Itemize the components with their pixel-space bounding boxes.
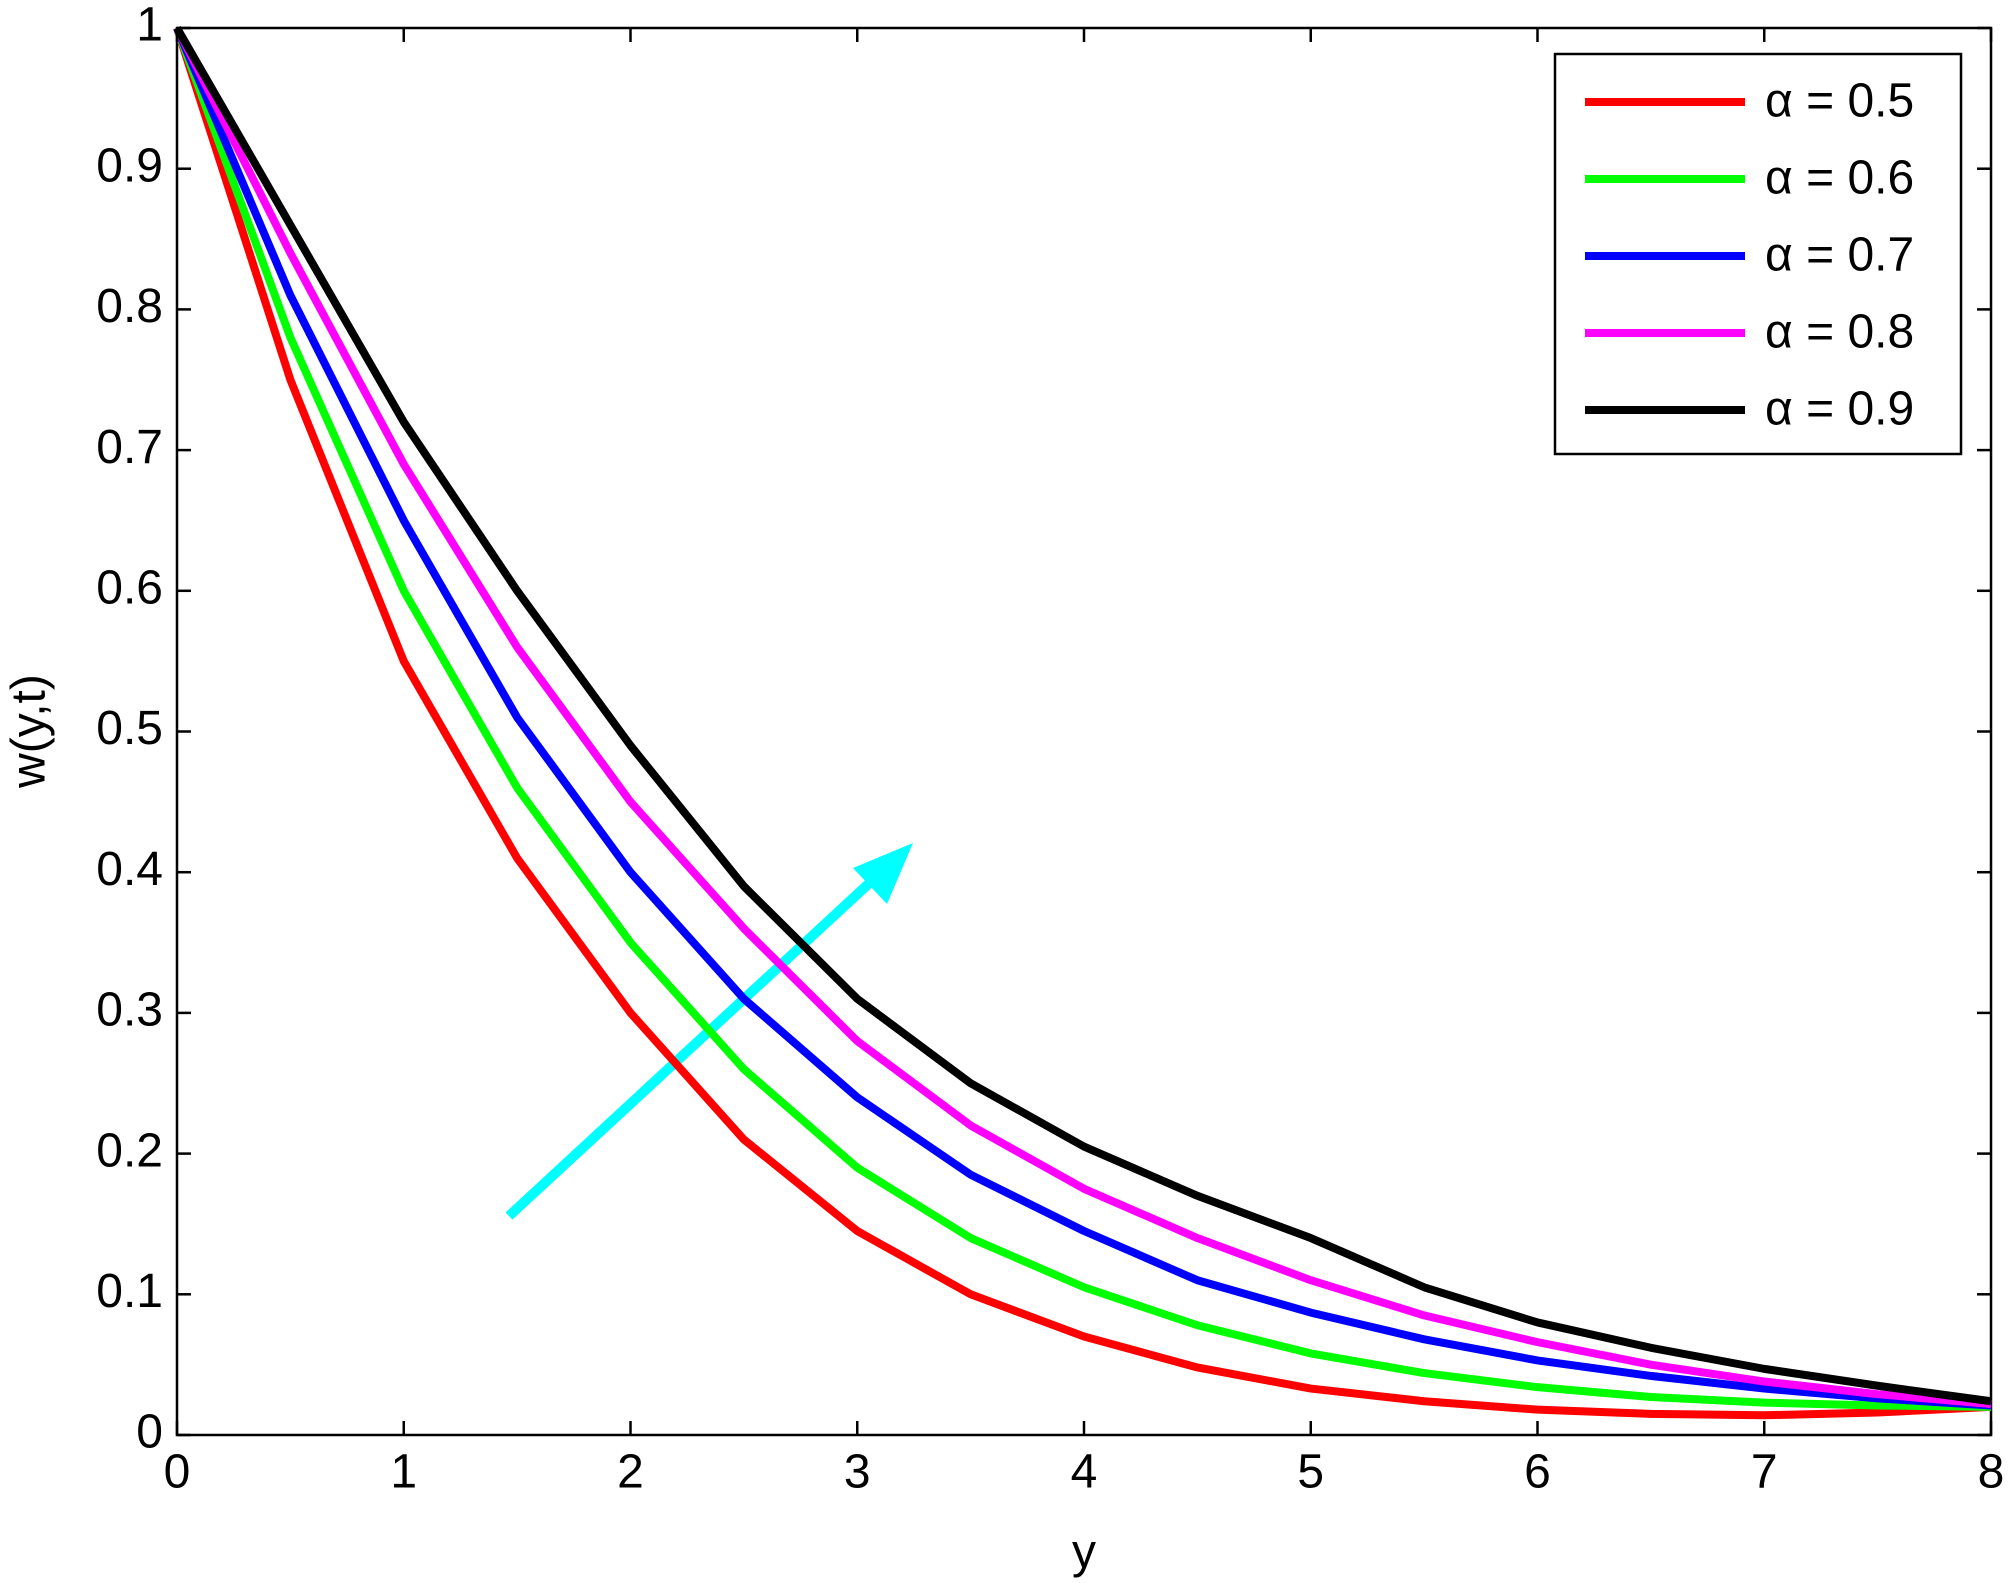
y-tick-label: 0.7: [96, 421, 163, 474]
y-tick-label: 0.4: [96, 843, 163, 896]
x-tick-label: 8: [1978, 1446, 2005, 1499]
x-tick-label: 2: [617, 1446, 644, 1499]
y-tick-label: 0.8: [96, 280, 163, 333]
x-tick-label: 6: [1524, 1446, 1551, 1499]
y-tick-label: 0: [136, 1406, 163, 1459]
y-tick-label: 0.3: [96, 984, 163, 1037]
y-tick-label: 1: [136, 0, 163, 52]
x-tick-label: 7: [1751, 1446, 1778, 1499]
curves: [173, 26, 1992, 1420]
legend-label: α = 0.9: [1765, 383, 1914, 436]
series-line: [173, 26, 1992, 1420]
y-tick-label: 0.2: [96, 1124, 163, 1177]
x-tick-label: 5: [1297, 1446, 1324, 1499]
trend-arrow-head: [853, 843, 913, 904]
series-line: [173, 26, 1992, 1410]
y-tick-label: 0.5: [96, 702, 163, 755]
series-line: [173, 26, 1992, 1411]
x-tick-label: 1: [390, 1446, 417, 1499]
series-line: [173, 26, 1992, 1409]
legend-box: [1553, 52, 1963, 456]
y-tick-label: 0.1: [96, 1265, 163, 1318]
series-line: [173, 26, 1992, 1406]
x-axis-label: y: [1072, 1526, 1096, 1579]
legend-label: α = 0.8: [1765, 306, 1914, 359]
legend-label: α = 0.5: [1765, 75, 1914, 128]
trend-arrow: [505, 860, 894, 1220]
x-tick-label: 4: [1071, 1446, 1098, 1499]
legend-label: α = 0.7: [1765, 229, 1914, 282]
x-tick-label: 3: [844, 1446, 871, 1499]
y-tick-label: 0.6: [96, 561, 163, 614]
y-axis-label: w(y,t): [3, 674, 56, 789]
x-tick-label: 0: [164, 1446, 191, 1499]
y-tick-label: 0.9: [96, 139, 163, 192]
legend-label: α = 0.6: [1765, 152, 1914, 205]
